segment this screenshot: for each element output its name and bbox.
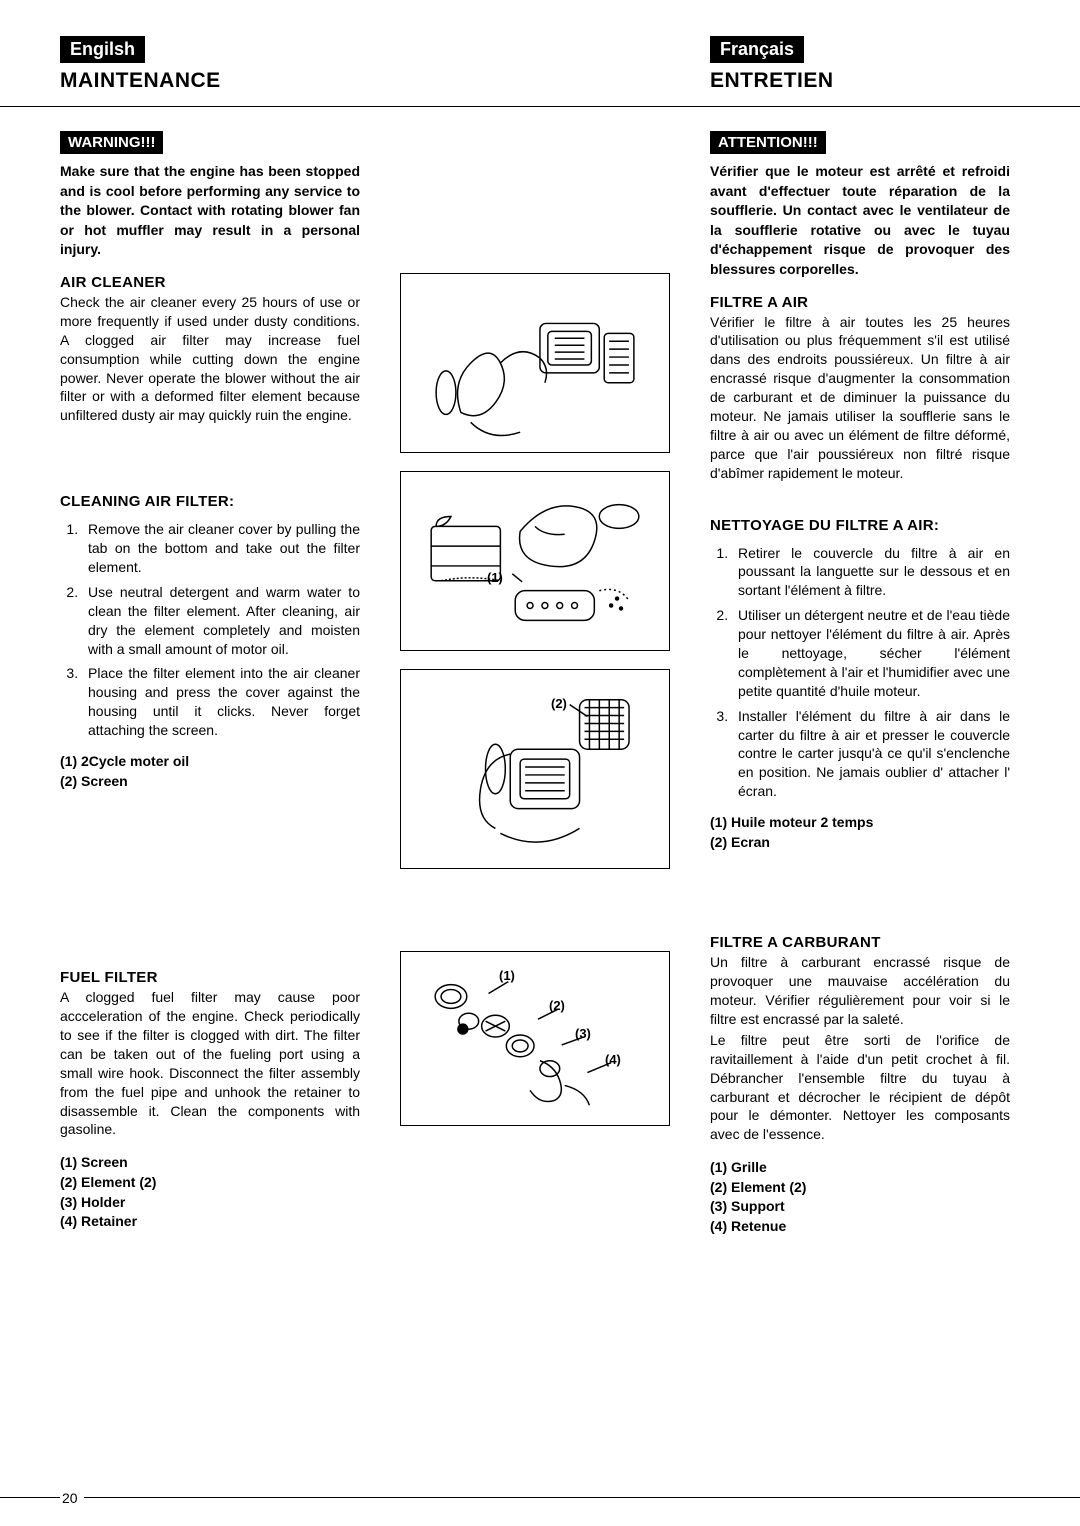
fuel-filter-heading: FUEL FILTER: [60, 969, 360, 986]
fig3-callout-2: (2): [551, 696, 567, 711]
fuel-filter-text: A clogged fuel filter may cause poor acc…: [60, 988, 360, 1139]
carburant-text-2: Le filtre peut être sorti de l'orifice d…: [710, 1031, 1010, 1144]
fuel-legend-2: (2) Element (2): [60, 1173, 360, 1193]
footer-rule-right: [84, 1497, 1080, 1498]
list-item: Installer l'élément du filtre à air dans…: [732, 707, 1010, 801]
air-cleaner-illustration: [401, 274, 669, 452]
fuel-legend-4: (4) Retainer: [60, 1212, 360, 1232]
figure-fuel-filter: (1) (2) (3) (4): [400, 951, 670, 1126]
cleaning-illustration: [401, 472, 669, 650]
fig4-callout-1: (1): [499, 968, 515, 983]
air-cleaner-text: Check the air cleaner every 25 hours of …: [60, 293, 360, 425]
attention-text: Vérifier que le moteur est arrêté et ref…: [710, 162, 1010, 280]
carburant-text-1: Un filtre à carburant encrassé risque de…: [710, 953, 1010, 1029]
cleaning-steps-en: Remove the air cleaner cover by pulling …: [60, 520, 360, 740]
fig4-callout-3: (3): [575, 1026, 591, 1041]
list-item: Place the filter element into the air cl…: [82, 664, 360, 740]
clean-legend-2: (2) Screen: [60, 772, 360, 792]
filtre-air-text: Vérifier le filtre à air toutes les 25 h…: [710, 313, 1010, 483]
footer-rule-left: [0, 1497, 60, 1498]
fuel-filter-illustration: [401, 952, 669, 1125]
figure-cleaning: (1): [400, 471, 670, 651]
fuel-legend-1: (1) Screen: [60, 1153, 360, 1173]
fig4-callout-2: (2): [549, 998, 565, 1013]
nettoyage-steps-fr: Retirer le couvercle du filtre à air en …: [710, 544, 1010, 802]
fuel-legend-3: (3) Holder: [60, 1193, 360, 1213]
nettoyage-heading: NETTOYAGE DU FILTRE A AIR:: [710, 517, 1010, 534]
nettoyage-legend-2: (2) Ecran: [710, 833, 1010, 853]
list-item: Utiliser un détergent neutre et de l'eau…: [732, 606, 1010, 700]
fig2-callout-1: (1): [487, 570, 503, 585]
carburant-legend-3: (3) Support: [710, 1197, 1010, 1217]
carburant-legend-2: (2) Element (2): [710, 1178, 1010, 1198]
cleaning-filter-heading: CLEANING AIR FILTER:: [60, 493, 360, 510]
page-title-en: MAINTENANCE: [60, 69, 360, 93]
warning-text: Make sure that the engine has been stopp…: [60, 162, 360, 260]
page-number: 20: [62, 1490, 78, 1506]
warning-badge: WARNING!!!: [60, 131, 163, 154]
lang-badge-fr: Français: [710, 36, 804, 63]
figure-screen: (2): [400, 669, 670, 869]
page-title-fr: ENTRETIEN: [710, 69, 1010, 93]
header-rule: [0, 106, 1080, 107]
carburant-heading: FILTRE A CARBURANT: [710, 934, 1010, 951]
nettoyage-legend-1: (1) Huile moteur 2 temps: [710, 813, 1010, 833]
carburant-legend-1: (1) Grille: [710, 1158, 1010, 1178]
list-item: Retirer le couvercle du filtre à air en …: [732, 544, 1010, 601]
list-item: Use neutral detergent and warm water to …: [82, 583, 360, 659]
clean-legend-1: (1) 2Cycle moter oil: [60, 752, 360, 772]
filtre-air-heading: FILTRE A AIR: [710, 294, 1010, 311]
list-item: Remove the air cleaner cover by pulling …: [82, 520, 360, 577]
screen-illustration: [401, 670, 669, 868]
fig4-callout-4: (4): [605, 1052, 621, 1067]
attention-badge: ATTENTION!!!: [710, 131, 826, 154]
air-cleaner-heading: AIR CLEANER: [60, 274, 360, 291]
carburant-legend-4: (4) Retenue: [710, 1217, 1010, 1237]
figure-air-cleaner: [400, 273, 670, 453]
lang-badge-en: Engilsh: [60, 36, 145, 63]
